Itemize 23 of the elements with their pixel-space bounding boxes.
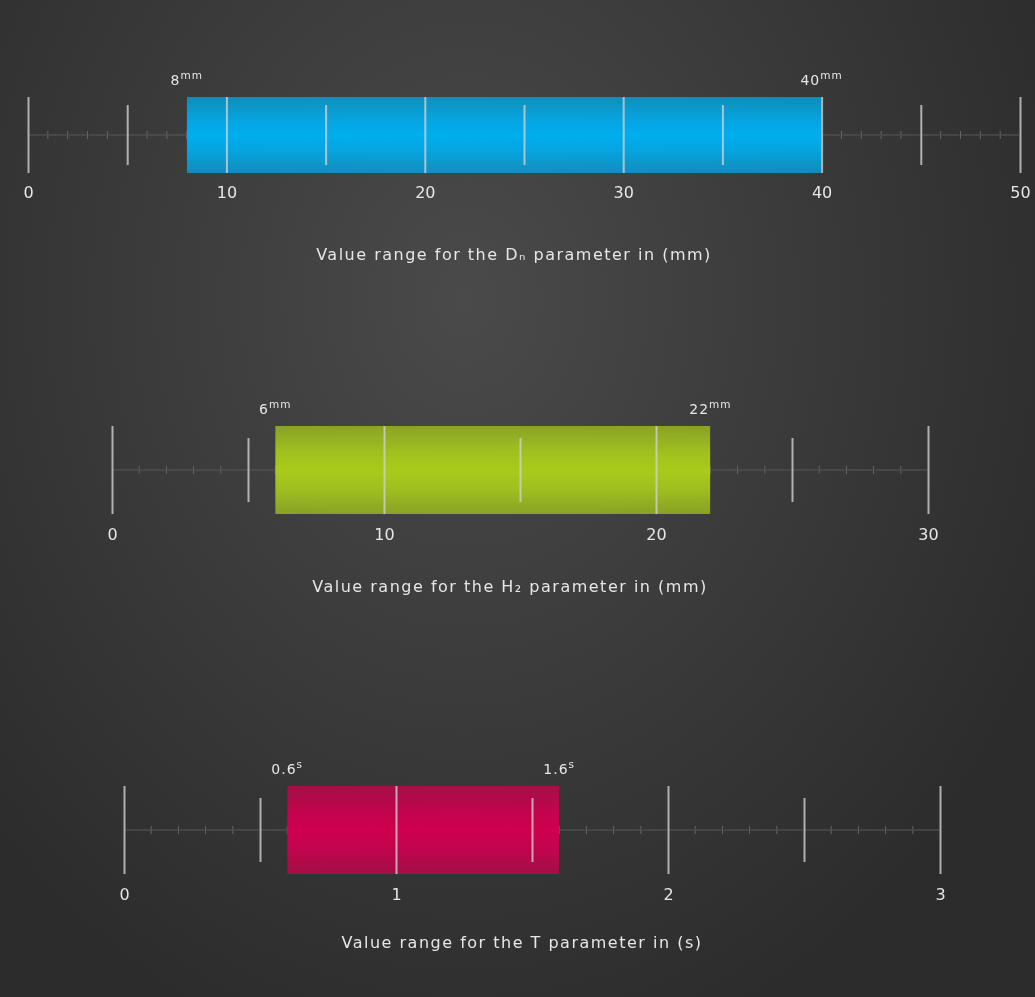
x-axis-title: Value range for the T parameter in (s) [341,933,703,952]
x-tick-label: 30 [918,525,939,544]
x-tick-label: 1 [391,885,402,904]
x-tick-label: 0 [119,885,130,904]
text: 1.6$^{s}$ [543,758,576,777]
x-tick-label: 0 [107,525,118,544]
x-tick-label: 3 [935,885,946,904]
x-axis-title: Value range for the H₂ parameter in (mm) [312,577,708,596]
x-tick-label: 20 [646,525,667,544]
text: 0.6$^{s}$ [271,758,304,777]
x-tick-label: 10 [216,183,238,202]
x-tick-label: 2 [663,885,674,904]
x-tick-label: 50 [1010,183,1031,202]
x-tick-label: 10 [374,525,395,544]
text: 40$^{mm}$ [800,69,843,88]
x-tick-label: 30 [613,183,634,202]
x-tick-label: 40 [811,183,833,202]
text: 6$^{mm}$ [259,398,292,417]
text: 22$^{mm}$ [689,398,732,417]
text: 8$^{mm}$ [170,69,203,88]
x-axis-title: Value range for the Dₙ parameter in (mm) [316,245,712,264]
x-tick-label: 20 [415,183,436,202]
x-tick-label: 0 [23,183,34,202]
